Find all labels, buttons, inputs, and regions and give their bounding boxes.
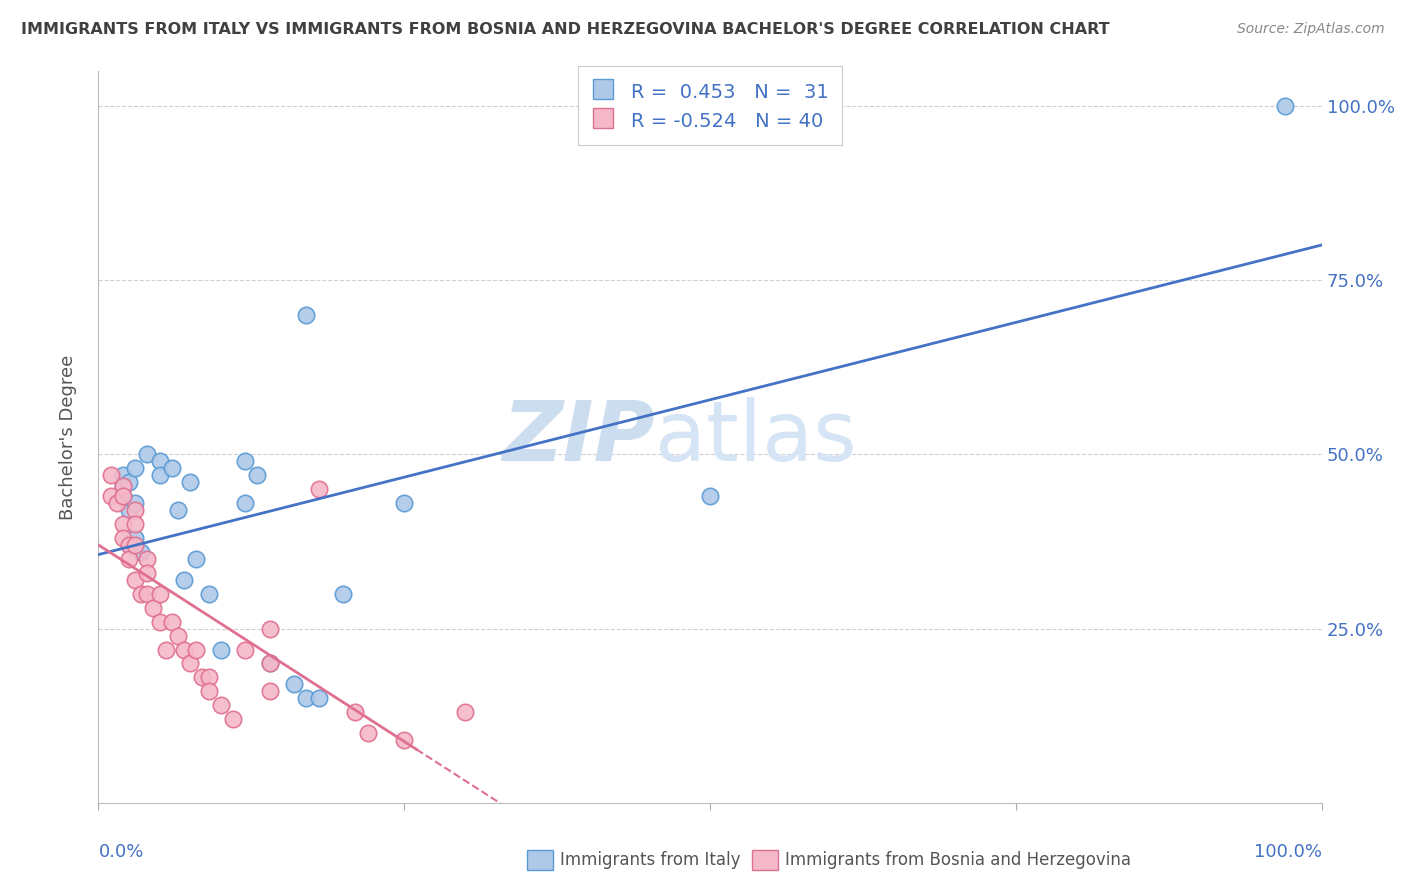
Point	[118, 552, 141, 566]
Point	[124, 503, 146, 517]
Point	[136, 552, 159, 566]
Point	[149, 454, 172, 468]
Point	[124, 496, 146, 510]
Point	[111, 489, 134, 503]
Point	[167, 503, 190, 517]
Point	[111, 489, 134, 503]
Point	[191, 670, 214, 684]
Point	[136, 587, 159, 601]
Text: atlas: atlas	[655, 397, 856, 477]
Point	[111, 479, 134, 493]
Point	[149, 615, 172, 629]
Point	[100, 468, 122, 483]
Text: Immigrants from Italy: Immigrants from Italy	[560, 851, 740, 869]
Point	[222, 712, 245, 726]
Point	[392, 496, 416, 510]
Point	[233, 642, 256, 657]
Point	[392, 733, 416, 747]
Point	[167, 629, 190, 643]
Point	[259, 657, 281, 671]
Point	[173, 573, 195, 587]
Point	[124, 573, 146, 587]
Point	[100, 489, 122, 503]
Point	[344, 705, 367, 719]
Point	[160, 615, 183, 629]
Point	[209, 642, 232, 657]
Point	[233, 454, 256, 468]
Point	[129, 545, 152, 559]
Legend: R =  0.453   N =  31, R = -0.524   N = 40: R = 0.453 N = 31, R = -0.524 N = 40	[578, 66, 842, 145]
Text: ZIP: ZIP	[502, 397, 655, 477]
Point	[179, 657, 201, 671]
Point	[118, 538, 141, 552]
Point	[1274, 99, 1296, 113]
Point	[308, 483, 330, 497]
Point	[332, 587, 354, 601]
Point	[149, 468, 172, 483]
Point	[197, 587, 219, 601]
Text: 0.0%: 0.0%	[98, 843, 143, 861]
Text: 100.0%: 100.0%	[1254, 843, 1322, 861]
Point	[233, 496, 256, 510]
Text: Source: ZipAtlas.com: Source: ZipAtlas.com	[1237, 22, 1385, 37]
Point	[129, 587, 152, 601]
Point	[124, 461, 146, 475]
Point	[118, 475, 141, 490]
Point	[105, 496, 128, 510]
Text: Immigrants from Bosnia and Herzegovina: Immigrants from Bosnia and Herzegovina	[785, 851, 1130, 869]
Point	[197, 684, 219, 698]
Point	[118, 503, 141, 517]
Point	[295, 691, 318, 706]
Point	[295, 308, 318, 322]
Point	[111, 468, 134, 483]
Point	[124, 538, 146, 552]
Point	[699, 489, 721, 503]
Point	[173, 642, 195, 657]
Point	[111, 479, 134, 493]
Point	[308, 691, 330, 706]
Point	[149, 587, 172, 601]
Point	[160, 461, 183, 475]
Point	[283, 677, 305, 691]
Point	[186, 552, 208, 566]
Point	[259, 657, 281, 671]
Point	[246, 468, 269, 483]
Point	[124, 531, 146, 545]
Point	[111, 517, 134, 532]
Text: IMMIGRANTS FROM ITALY VS IMMIGRANTS FROM BOSNIA AND HERZEGOVINA BACHELOR'S DEGRE: IMMIGRANTS FROM ITALY VS IMMIGRANTS FROM…	[21, 22, 1109, 37]
Point	[259, 622, 281, 636]
Y-axis label: Bachelor's Degree: Bachelor's Degree	[59, 354, 77, 520]
Point	[179, 475, 201, 490]
Point	[142, 600, 165, 615]
Point	[186, 642, 208, 657]
Point	[454, 705, 477, 719]
Point	[209, 698, 232, 713]
Point	[136, 448, 159, 462]
Point	[155, 642, 177, 657]
Point	[197, 670, 219, 684]
Point	[124, 517, 146, 532]
Point	[111, 531, 134, 545]
Point	[356, 726, 378, 740]
Point	[259, 684, 281, 698]
Point	[136, 566, 159, 580]
